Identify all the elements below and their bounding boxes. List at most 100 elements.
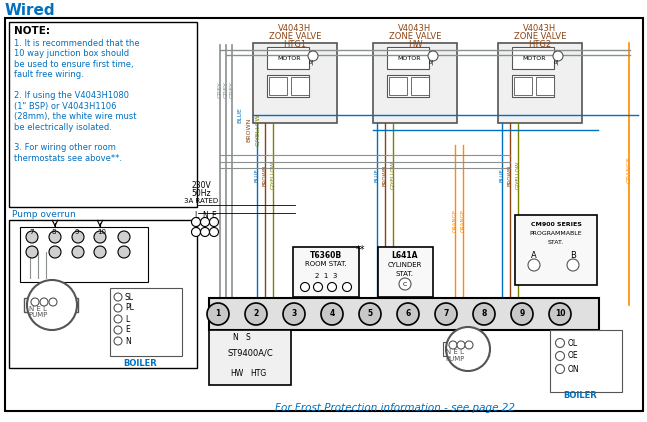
Text: ORANGE: ORANGE bbox=[626, 157, 631, 184]
Circle shape bbox=[118, 246, 130, 258]
Text: BROWN: BROWN bbox=[382, 165, 388, 186]
Bar bbox=[24, 298, 32, 312]
Circle shape bbox=[94, 246, 106, 258]
Text: ZONE VALVE: ZONE VALVE bbox=[514, 32, 566, 41]
Circle shape bbox=[300, 282, 309, 292]
Text: 1: 1 bbox=[215, 309, 221, 319]
Text: For Frost Protection information - see page 22: For Frost Protection information - see p… bbox=[275, 403, 515, 413]
Text: (1" BSP) or V4043H1106: (1" BSP) or V4043H1106 bbox=[14, 102, 116, 111]
Text: ROOM STAT.: ROOM STAT. bbox=[305, 261, 347, 267]
Text: 5: 5 bbox=[367, 309, 373, 319]
Circle shape bbox=[449, 341, 457, 349]
Text: BOILER: BOILER bbox=[563, 390, 597, 400]
Circle shape bbox=[40, 298, 48, 306]
Text: 3. For wiring other room: 3. For wiring other room bbox=[14, 143, 116, 152]
Bar bbox=[267, 47, 309, 69]
Text: CM900 SERIES: CM900 SERIES bbox=[531, 222, 582, 227]
Bar bbox=[389, 77, 407, 95]
Circle shape bbox=[201, 217, 210, 227]
Circle shape bbox=[399, 278, 411, 290]
Circle shape bbox=[556, 352, 564, 360]
Text: HTG2: HTG2 bbox=[529, 40, 551, 49]
Circle shape bbox=[359, 303, 381, 325]
Text: A: A bbox=[531, 252, 537, 260]
Circle shape bbox=[49, 298, 57, 306]
Bar bbox=[387, 75, 429, 97]
Bar bbox=[481, 342, 489, 356]
Text: ON: ON bbox=[568, 365, 580, 373]
Bar bbox=[387, 47, 429, 69]
Text: 9: 9 bbox=[520, 309, 525, 319]
Circle shape bbox=[457, 341, 465, 349]
Circle shape bbox=[31, 298, 39, 306]
Bar bbox=[209, 298, 599, 330]
Text: C: C bbox=[403, 281, 407, 287]
Text: BLUE: BLUE bbox=[254, 168, 259, 182]
Text: ORANGE: ORANGE bbox=[452, 208, 457, 232]
Text: 10: 10 bbox=[97, 229, 106, 235]
Circle shape bbox=[114, 293, 122, 301]
Text: 10: 10 bbox=[554, 309, 565, 319]
Circle shape bbox=[72, 231, 84, 243]
Text: G/YELLOW: G/YELLOW bbox=[391, 161, 395, 189]
Text: G/YELLOW: G/YELLOW bbox=[270, 161, 276, 189]
Bar bbox=[512, 47, 554, 69]
Text: Pump overrun: Pump overrun bbox=[12, 209, 76, 219]
Text: BLUE: BLUE bbox=[375, 168, 380, 182]
Text: 8: 8 bbox=[52, 229, 56, 235]
Circle shape bbox=[192, 227, 201, 236]
Bar bbox=[267, 75, 309, 97]
Text: 6: 6 bbox=[406, 309, 411, 319]
Text: 10 way junction box should: 10 way junction box should bbox=[14, 49, 129, 58]
Bar bbox=[515, 215, 597, 285]
Circle shape bbox=[428, 51, 438, 61]
Text: be electrically isolated.: be electrically isolated. bbox=[14, 122, 112, 132]
Text: o|: o| bbox=[428, 59, 433, 65]
Text: ZONE VALVE: ZONE VALVE bbox=[389, 32, 441, 41]
Circle shape bbox=[553, 51, 563, 61]
Text: 9: 9 bbox=[75, 229, 80, 235]
Text: ZONE VALVE: ZONE VALVE bbox=[269, 32, 321, 41]
Text: L641A: L641A bbox=[391, 252, 418, 260]
Text: MOTOR: MOTOR bbox=[278, 56, 301, 60]
Circle shape bbox=[314, 282, 322, 292]
Text: ST9400A/C: ST9400A/C bbox=[227, 349, 273, 357]
Bar bbox=[411, 77, 429, 95]
Text: fault free wiring.: fault free wiring. bbox=[14, 70, 83, 79]
Text: GREY: GREY bbox=[217, 81, 223, 98]
Bar bbox=[253, 43, 337, 123]
Bar bbox=[291, 77, 309, 95]
Circle shape bbox=[283, 303, 305, 325]
Circle shape bbox=[72, 246, 84, 258]
Text: G/YELLOW: G/YELLOW bbox=[256, 114, 261, 146]
Text: L: L bbox=[125, 314, 129, 324]
Text: NOTE:: NOTE: bbox=[14, 26, 50, 36]
Text: Wired: Wired bbox=[5, 3, 56, 17]
Circle shape bbox=[397, 303, 419, 325]
Text: T6360B: T6360B bbox=[310, 251, 342, 260]
Circle shape bbox=[556, 365, 564, 373]
Circle shape bbox=[511, 303, 533, 325]
Bar bbox=[209, 330, 291, 385]
Text: N: N bbox=[232, 333, 238, 343]
Text: BLUE: BLUE bbox=[499, 168, 505, 182]
Text: HTG1: HTG1 bbox=[283, 40, 307, 49]
Text: 8: 8 bbox=[481, 309, 487, 319]
Circle shape bbox=[114, 326, 122, 334]
Text: OE: OE bbox=[568, 352, 578, 360]
Text: OL: OL bbox=[568, 338, 578, 347]
Text: G/YELLOW: G/YELLOW bbox=[516, 161, 520, 189]
Bar bbox=[269, 77, 287, 95]
Text: SL: SL bbox=[125, 292, 134, 301]
Bar bbox=[550, 330, 622, 392]
Text: PL: PL bbox=[125, 303, 134, 313]
Circle shape bbox=[210, 227, 219, 236]
Circle shape bbox=[321, 303, 343, 325]
Bar bbox=[9, 220, 197, 368]
Text: HW: HW bbox=[408, 40, 422, 49]
Circle shape bbox=[465, 341, 473, 349]
Bar bbox=[512, 75, 554, 97]
Circle shape bbox=[49, 246, 61, 258]
Circle shape bbox=[27, 280, 77, 330]
Circle shape bbox=[118, 231, 130, 243]
